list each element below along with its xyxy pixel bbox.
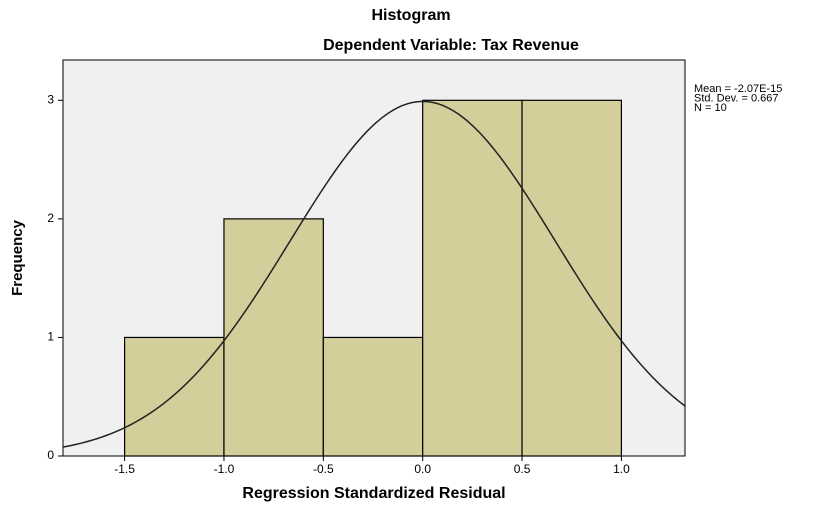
normal-curve <box>63 100 685 448</box>
bar <box>521 99 623 457</box>
chart-title: Histogram <box>371 7 450 24</box>
x-tick-label: 1.0 <box>613 462 630 476</box>
y-tick-label: 3 <box>47 92 54 106</box>
y-tick-label: 1 <box>47 330 54 344</box>
y-axis-label: Frequency <box>9 219 26 296</box>
bar <box>223 218 324 457</box>
x-axis-label: Regression Standardized Residual <box>242 485 505 502</box>
x-tick-label: -1.0 <box>214 462 235 476</box>
bar <box>124 336 225 457</box>
y-tick-label: 2 <box>47 211 54 225</box>
stat-annotation: Std. Dev. = 0.667 <box>694 92 779 104</box>
x-tick-label: 0.5 <box>514 462 531 476</box>
x-tick-label: -0.5 <box>313 462 334 476</box>
stat-annotation: N = 10 <box>694 102 727 114</box>
bar <box>322 336 424 457</box>
y-tick-label: 0 <box>47 448 54 462</box>
bar <box>422 99 523 457</box>
x-tick-label: 0.0 <box>414 462 431 476</box>
x-tick-label: -1.5 <box>114 462 135 476</box>
stat-annotation: Mean = -2.07E-15 <box>694 83 782 95</box>
chart-subtitle: Dependent Variable: Tax Revenue <box>323 37 579 54</box>
